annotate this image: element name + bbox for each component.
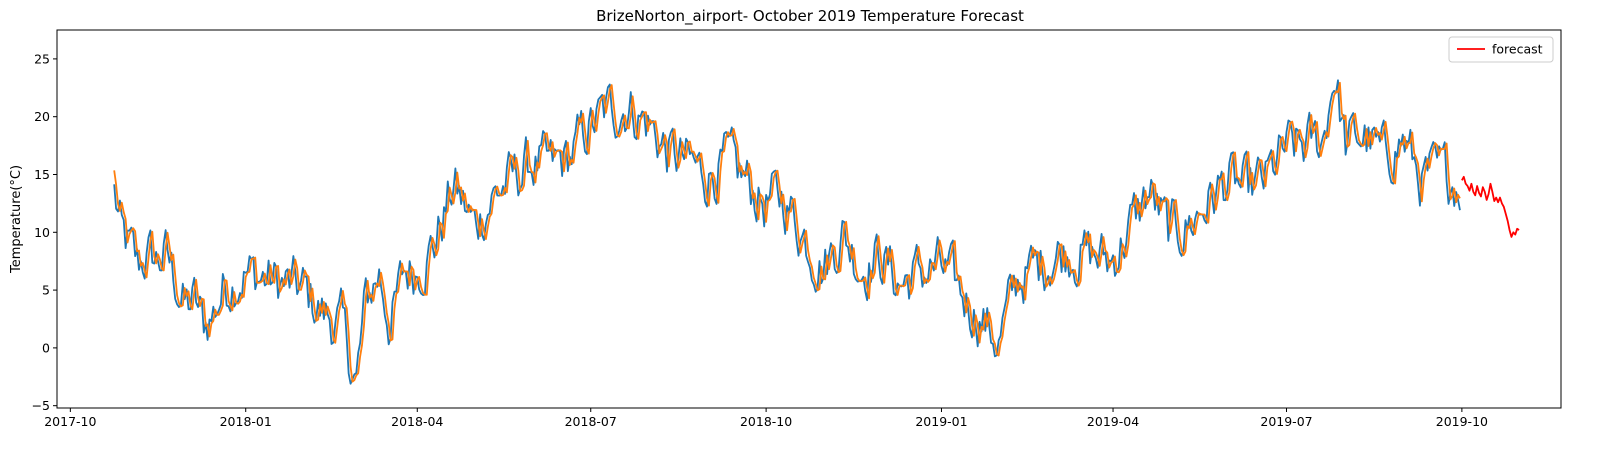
y-tick-label: −5 [32, 398, 50, 413]
plot-frame [56, 29, 1562, 409]
y-tick-label: 10 [34, 225, 50, 240]
x-tick-label: 2018-04 [391, 414, 443, 429]
y-tick-label: 20 [34, 109, 50, 124]
legend-forecast-label: forecast [1492, 42, 1543, 57]
legend-box [1448, 36, 1554, 63]
legend: forecast [1448, 36, 1554, 63]
x-tick-label: 2019-07 [1260, 414, 1312, 429]
series-fitted-line [113, 81, 1461, 383]
x-tick-label: 2018-07 [565, 414, 617, 429]
series-forecast-line [1461, 175, 1520, 238]
x-tick-label: 2018-10 [740, 414, 792, 429]
series-observed-line [113, 79, 1461, 385]
y-tick-label: 25 [34, 51, 50, 66]
x-tick-label: 2017-10 [44, 414, 96, 429]
y-tick-label: 5 [42, 283, 50, 298]
x-tick-label: 2019-04 [1087, 414, 1139, 429]
y-tick-label: 15 [34, 167, 50, 182]
y-axis-label: Temperature(°C) [9, 165, 24, 274]
x-axis: 2017-10 2018-01 2018-04 2018-07 2018-10 2019-… [44, 408, 1488, 429]
series-layer [113, 79, 1520, 385]
x-tick-label: 2018-01 [220, 414, 272, 429]
x-tick-label: 2019-10 [1436, 414, 1488, 429]
y-axis: −5 0 5 10 15 20 25 [32, 51, 57, 413]
x-tick-label: 2019-01 [915, 414, 967, 429]
y-tick-label: 0 [42, 340, 50, 355]
chart-title: BrizeNorton_airport- October 2019 Temper… [596, 7, 1024, 26]
